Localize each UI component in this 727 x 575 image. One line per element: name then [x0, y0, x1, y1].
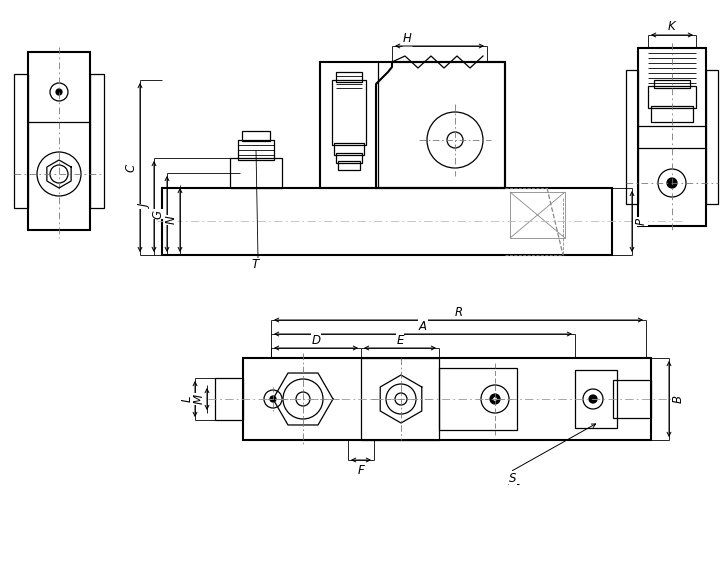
Circle shape — [589, 395, 597, 403]
Bar — [332, 80, 366, 145]
Bar — [654, 80, 690, 88]
Text: N: N — [164, 216, 177, 224]
Bar — [338, 161, 360, 170]
Bar — [336, 72, 362, 82]
Text: A: A — [419, 320, 427, 332]
Bar — [626, 70, 638, 204]
Bar — [242, 131, 270, 141]
Text: L: L — [180, 396, 193, 402]
Text: G: G — [151, 209, 164, 218]
Text: F: F — [358, 463, 364, 477]
Bar — [575, 370, 617, 428]
Bar — [613, 380, 651, 418]
Text: D: D — [311, 334, 321, 347]
Text: H: H — [403, 32, 411, 44]
Bar — [243, 358, 651, 440]
Bar — [439, 368, 517, 430]
Bar — [162, 188, 612, 255]
Bar — [651, 106, 693, 122]
Circle shape — [56, 89, 62, 95]
Text: C: C — [124, 163, 137, 171]
Bar — [320, 62, 505, 188]
Text: B: B — [672, 395, 685, 403]
Bar — [230, 158, 282, 188]
Text: S: S — [509, 472, 517, 485]
Text: K: K — [668, 21, 676, 33]
Bar — [90, 74, 104, 208]
Text: T: T — [252, 259, 259, 271]
Bar — [648, 86, 696, 108]
Text: M: M — [193, 394, 206, 404]
Circle shape — [492, 397, 497, 401]
Bar — [14, 74, 28, 208]
Bar — [28, 52, 90, 230]
Bar — [638, 48, 706, 226]
Bar — [361, 358, 439, 440]
Bar — [706, 70, 718, 204]
Circle shape — [270, 396, 276, 402]
Bar — [336, 153, 362, 163]
Text: R: R — [454, 305, 462, 319]
Text: P: P — [635, 218, 648, 225]
Text: J: J — [139, 205, 151, 208]
Bar — [238, 140, 274, 160]
Text: E: E — [396, 334, 403, 347]
Bar — [510, 192, 565, 238]
Bar — [215, 378, 243, 420]
Circle shape — [667, 178, 677, 188]
Circle shape — [490, 394, 500, 404]
Bar — [334, 143, 364, 155]
